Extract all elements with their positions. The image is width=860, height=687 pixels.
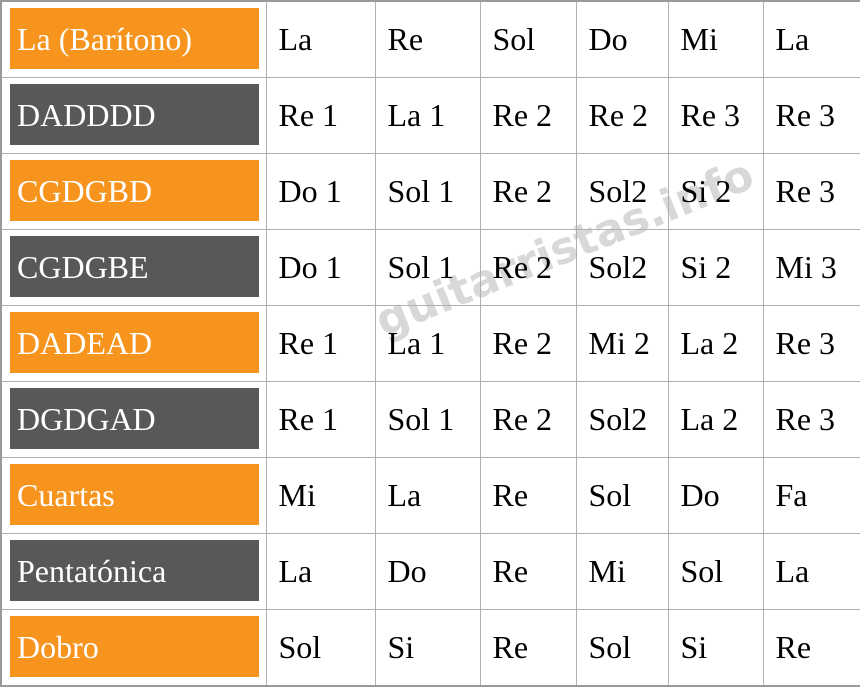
table-row: CGDGBE Do 1 Sol 1 Re 2 Sol2 Si 2 Mi 3 [0, 229, 860, 306]
table-row: Pentatónica La Do Re Mi Sol La [0, 533, 860, 610]
note-cell: Re 3 [667, 77, 764, 154]
table-row: DADEAD Re 1 La 1 Re 2 Mi 2 La 2 Re 3 [0, 305, 860, 382]
note-cell: La [762, 0, 860, 78]
note-cell: Re 2 [479, 305, 577, 382]
note-cell: Sol2 [575, 229, 669, 306]
note-cell: La [265, 533, 376, 610]
table-row: Dobro Sol Si Re Sol Si Re [0, 609, 860, 687]
note-cell: Do [374, 533, 481, 610]
table-row: Cuartas Mi La Re Sol Do Fa [0, 457, 860, 534]
table-row: CGDGBD Do 1 Sol 1 Re 2 Sol2 Si 2 Re 3 [0, 153, 860, 230]
tuning-label: Cuartas [10, 464, 259, 525]
note-cell: Sol [667, 533, 764, 610]
note-cell: Fa [762, 457, 860, 534]
tuning-label-cell: DADDDD [0, 77, 267, 154]
note-cell: Re [374, 0, 481, 78]
table-row: DADDDD Re 1 La 1 Re 2 Re 2 Re 3 Re 3 [0, 77, 860, 154]
note-cell: Sol [265, 609, 376, 687]
tuning-label: Pentatónica [10, 540, 259, 601]
note-cell: Mi 2 [575, 305, 669, 382]
note-cell: Sol 1 [374, 229, 481, 306]
note-cell: Re 3 [762, 381, 860, 458]
note-cell: La [374, 457, 481, 534]
tuning-label: DADEAD [10, 312, 259, 373]
note-cell: Re [762, 609, 860, 687]
note-cell: Mi [265, 457, 376, 534]
note-cell: Re 2 [479, 229, 577, 306]
note-cell: Mi [667, 0, 764, 78]
note-cell: Re 3 [762, 305, 860, 382]
tuning-label: CGDGBE [10, 236, 259, 297]
note-cell: Sol2 [575, 153, 669, 230]
note-cell: Re 1 [265, 305, 376, 382]
note-cell: Re [479, 609, 577, 687]
note-cell: Re 2 [479, 77, 577, 154]
note-cell: La 1 [374, 77, 481, 154]
note-cell: Do 1 [265, 153, 376, 230]
note-cell: Sol 1 [374, 381, 481, 458]
note-cell: Re [479, 457, 577, 534]
note-cell: Do [667, 457, 764, 534]
note-cell: Si 2 [667, 229, 764, 306]
tuning-label: CGDGBD [10, 160, 259, 221]
table-row: La (Barítono) La Re Sol Do Mi La [0, 0, 860, 78]
note-cell: Re 1 [265, 381, 376, 458]
note-cell: Mi [575, 533, 669, 610]
note-cell: Re 1 [265, 77, 376, 154]
note-cell: Re 3 [762, 77, 860, 154]
note-cell: Si [374, 609, 481, 687]
note-cell: Do [575, 0, 669, 78]
note-cell: La [762, 533, 860, 610]
tuning-label-cell: CGDGBE [0, 229, 267, 306]
tuning-label-cell: Dobro [0, 609, 267, 687]
note-cell: Do 1 [265, 229, 376, 306]
tuning-label-cell: DGDGAD [0, 381, 267, 458]
note-cell: La [265, 0, 376, 78]
note-cell: Mi 3 [762, 229, 860, 306]
tuning-label: DGDGAD [10, 388, 259, 449]
tuning-label-cell: DADEAD [0, 305, 267, 382]
note-cell: Re 2 [575, 77, 669, 154]
note-cell: Sol 1 [374, 153, 481, 230]
tuning-label-cell: Cuartas [0, 457, 267, 534]
note-cell: Re 2 [479, 153, 577, 230]
note-cell: Re [479, 533, 577, 610]
tuning-label: La (Barítono) [10, 8, 259, 69]
tuning-label-cell: La (Barítono) [0, 0, 267, 78]
note-cell: La 2 [667, 381, 764, 458]
tuning-label: Dobro [10, 616, 259, 677]
note-cell: La 2 [667, 305, 764, 382]
note-cell: Re 2 [479, 381, 577, 458]
note-cell: La 1 [374, 305, 481, 382]
tuning-label: DADDDD [10, 84, 259, 145]
note-cell: Sol [575, 457, 669, 534]
tuning-label-cell: Pentatónica [0, 533, 267, 610]
note-cell: Si [667, 609, 764, 687]
tuning-label-cell: CGDGBD [0, 153, 267, 230]
note-cell: Sol [479, 0, 577, 78]
table-row: DGDGAD Re 1 Sol 1 Re 2 Sol2 La 2 Re 3 [0, 381, 860, 458]
note-cell: Re 3 [762, 153, 860, 230]
note-cell: Sol2 [575, 381, 669, 458]
note-cell: Si 2 [667, 153, 764, 230]
note-cell: Sol [575, 609, 669, 687]
